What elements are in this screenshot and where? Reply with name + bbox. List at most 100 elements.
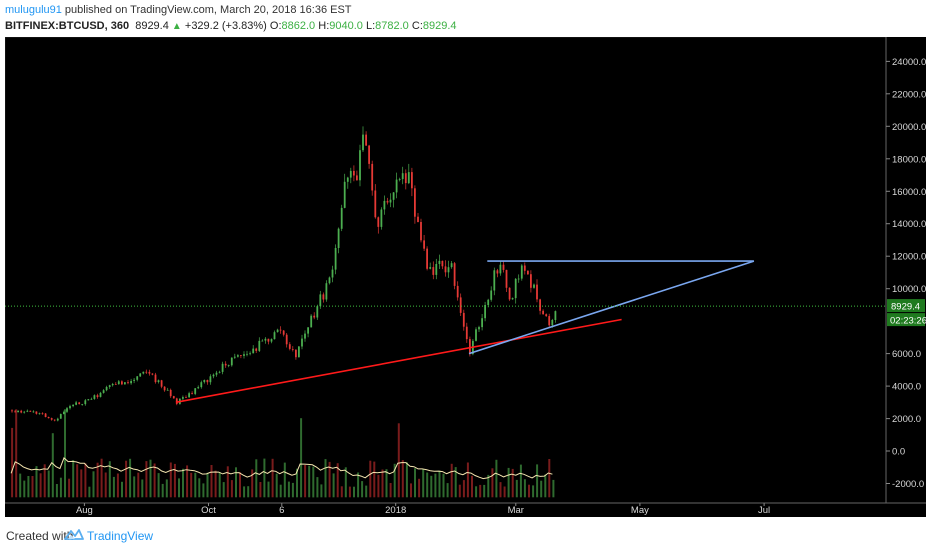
volume-bar	[479, 484, 482, 498]
candle-body	[462, 312, 465, 327]
volume-bar	[27, 476, 30, 498]
volume-bar	[239, 472, 241, 498]
volume-bar	[275, 473, 278, 498]
volume-bar	[267, 481, 270, 498]
candle-body	[420, 222, 422, 241]
candle-body	[188, 393, 190, 398]
candle-body	[438, 260, 441, 264]
volume-bar	[149, 459, 152, 498]
low-label: L:	[365, 20, 376, 32]
candle-body	[56, 418, 59, 421]
volume-bar	[141, 479, 144, 498]
volume-bar	[92, 471, 95, 498]
triangle-bottom-trend-line[interactable]	[468, 260, 755, 355]
candle-body	[279, 329, 282, 331]
volume-bar	[495, 459, 498, 498]
volume-bar	[397, 423, 400, 498]
candle-body	[90, 398, 93, 400]
published-text: published on TradingView.com, March 20, …	[61, 4, 352, 16]
candle-body	[154, 374, 157, 383]
volume-bar	[173, 463, 176, 498]
candle-body	[288, 344, 291, 349]
candle-body	[11, 410, 13, 412]
volume-bar	[31, 476, 34, 498]
candle-body	[353, 170, 355, 176]
volume-bar	[129, 458, 132, 498]
volume-bar	[340, 486, 343, 498]
volume-bar	[198, 478, 201, 498]
candle-body	[447, 267, 450, 273]
candle-body	[124, 382, 126, 385]
candle-body	[243, 354, 245, 356]
candle-body	[407, 172, 410, 184]
candle-body	[377, 217, 380, 227]
volume-bar	[540, 480, 543, 498]
candle-body	[511, 298, 514, 300]
volume-bar	[324, 459, 327, 498]
support-trend-line[interactable]	[175, 318, 622, 404]
volume-bar	[190, 472, 193, 498]
candle-body	[536, 284, 538, 300]
volume-bar	[487, 474, 490, 498]
volume-bar	[206, 472, 209, 498]
tradingview-logo-icon[interactable]	[64, 527, 84, 543]
candle-body	[14, 411, 16, 413]
volume-bar	[230, 480, 233, 498]
candle-body	[426, 248, 428, 269]
candle-body	[69, 406, 71, 409]
candle-body	[224, 363, 227, 366]
volume-bar	[450, 463, 453, 498]
created-with-text: Created with	[6, 529, 74, 543]
candle-body	[84, 400, 87, 405]
candle-body	[93, 395, 96, 399]
volume-bar	[434, 473, 437, 498]
candle-body	[230, 357, 233, 366]
volume-bar	[39, 473, 42, 498]
candle-body	[206, 380, 209, 383]
publish-info: mulugulu91 published on TradingView.com,…	[5, 3, 352, 17]
volume-bar	[300, 418, 303, 498]
candle-body	[362, 134, 364, 151]
candle-body	[96, 395, 99, 397]
candle-body	[301, 338, 303, 347]
price-chart[interactable]: 24000.0 22000.0 20000.0 18000.0 16000.0 14000…	[5, 37, 926, 517]
candle-body	[441, 260, 444, 267]
candle-body	[212, 374, 215, 377]
candle-body	[285, 334, 288, 345]
candle-body	[450, 263, 453, 268]
candle-body	[35, 411, 38, 414]
candle-body	[130, 381, 132, 384]
candle-body	[530, 274, 532, 288]
volume-bar	[80, 469, 83, 498]
volume-bar	[145, 461, 148, 498]
volume-bar	[133, 476, 136, 498]
candle-body	[136, 376, 139, 380]
candle-body	[145, 371, 148, 373]
candle-body	[261, 340, 264, 342]
candle-body	[310, 315, 313, 328]
symbol-label[interactable]: BITFINEX:BTCUSD, 360	[5, 20, 130, 32]
price-tick-label: 2000.0	[892, 414, 921, 425]
volume-bar	[218, 472, 221, 498]
candle-body	[121, 381, 123, 385]
candle-body	[264, 338, 267, 341]
volume-bar	[222, 482, 225, 498]
volume-bar	[210, 465, 213, 498]
candle-body	[240, 355, 242, 356]
candle-body	[432, 267, 435, 275]
candle-body	[111, 384, 114, 386]
volume-bar	[263, 458, 266, 498]
volume-bar	[125, 460, 128, 498]
volume-bar	[112, 476, 115, 498]
volume-bar	[458, 484, 461, 498]
volume-bar	[43, 464, 46, 498]
candle-body	[465, 326, 468, 340]
tradingview-brand[interactable]: TradingView	[87, 529, 154, 543]
candle-body	[227, 365, 230, 366]
candle-body	[417, 216, 419, 222]
candle-body	[435, 264, 438, 275]
author-link[interactable]: mulugulu91	[5, 4, 62, 16]
candle-body	[429, 267, 432, 269]
time-tick-label: Oct	[201, 505, 216, 516]
candle-body	[389, 199, 392, 203]
